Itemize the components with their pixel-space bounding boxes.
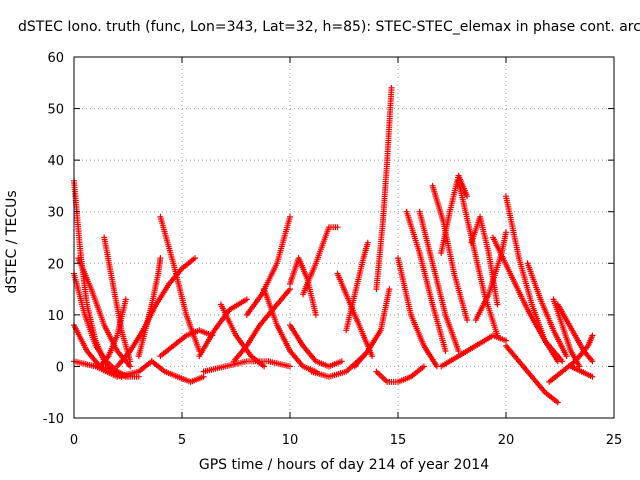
series-arc [351, 286, 393, 370]
x-tick-label: 5 [178, 433, 186, 448]
plus-markers [96, 296, 129, 370]
series-arc [546, 332, 596, 385]
x-tick-label: 20 [498, 433, 515, 448]
x-tick-label: 10 [282, 433, 299, 448]
y-tick-label: 40 [47, 154, 64, 169]
plus-markers [300, 224, 341, 298]
plus-markers [157, 213, 203, 354]
series-arc [438, 172, 471, 256]
plus-markers [567, 363, 596, 380]
chart-title: dSTEC Iono. truth (func, Lon=343, Lat=32… [18, 19, 640, 35]
plus-markers [503, 342, 561, 406]
plus-markers [438, 332, 509, 370]
series-arc [200, 358, 293, 375]
series-arc [403, 208, 449, 354]
series-arc [96, 296, 129, 370]
series-arc [243, 213, 293, 318]
y-tick-label: 30 [47, 206, 64, 221]
series-arc [157, 327, 216, 360]
series-arc [300, 224, 341, 298]
plus-markers [261, 286, 319, 375]
x-tick-label: 25 [606, 433, 623, 448]
series-arc [503, 342, 561, 406]
series-arc [287, 255, 319, 318]
series-arc [490, 234, 566, 365]
series-arc [261, 286, 319, 375]
x-tick-label: 15 [390, 433, 407, 448]
plus-markers [351, 286, 393, 370]
plus-markers [287, 322, 345, 370]
plus-markers [524, 260, 570, 360]
series-arc [373, 84, 395, 293]
plus-markers [200, 358, 293, 375]
plus-markers [395, 255, 440, 370]
y-tick-label: 60 [47, 51, 64, 66]
plus-markers [438, 172, 471, 256]
plus-markers [343, 239, 371, 334]
y-tick-label: 20 [47, 257, 64, 272]
series-arc [395, 255, 440, 370]
plus-markers [148, 358, 207, 385]
series-arc [287, 322, 345, 370]
series-arc [135, 255, 164, 360]
plot-frame [73, 56, 615, 419]
axes: 0 5 10 15 20 25 -10 0 10 20 30 40 50 60 [43, 51, 623, 448]
series-arc [455, 177, 501, 339]
plus-markers [157, 327, 216, 360]
plus-markers [287, 255, 319, 318]
plus-markers [135, 255, 164, 360]
x-tick-label: 0 [70, 433, 78, 448]
y-tick-label: 0 [56, 360, 64, 375]
series-arc [373, 363, 427, 385]
series-arc [343, 239, 371, 334]
y-tick-label: 10 [47, 309, 64, 324]
data-marks [71, 84, 596, 406]
plus-markers [416, 208, 462, 354]
plus-markers [373, 363, 427, 385]
plus-markers [546, 332, 596, 385]
series-arc [438, 332, 509, 370]
plus-markers [490, 234, 566, 365]
y-tick-label: -10 [43, 412, 64, 427]
plus-markers [403, 208, 449, 354]
series-arc [416, 208, 462, 354]
series-arc [524, 260, 570, 360]
plus-markers [243, 213, 293, 318]
series-arc [567, 363, 596, 380]
plus-markers [455, 177, 501, 339]
y-tick-label: 50 [47, 103, 64, 118]
series-arc [157, 213, 203, 354]
series-arc [148, 358, 207, 385]
plus-markers [373, 84, 395, 293]
x-axis-label: GPS time / hours of day 214 of year 2014 [198, 457, 490, 473]
